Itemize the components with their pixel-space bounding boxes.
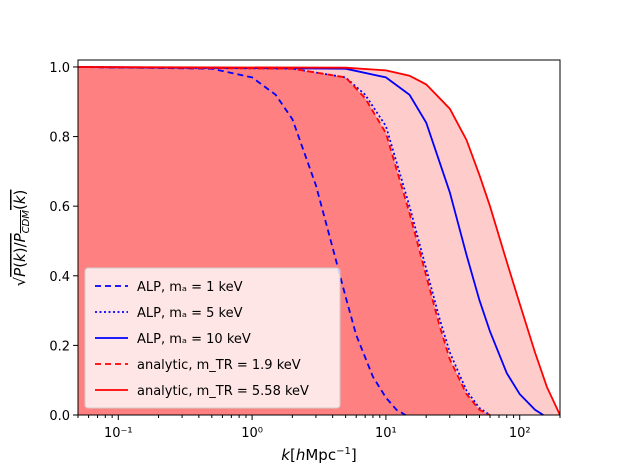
x-tick-label: 10⁻¹ [104,426,133,441]
x-tick-label: 10¹ [375,426,397,441]
y-axis-ticks: 0.0 0.2 0.4 0.6 0.8 1.0 [49,61,78,424]
svg-text:√P(k)/PCDM(k): √P(k)/PCDM(k) [11,190,32,287]
series-line [77,66,491,416]
series-line [77,66,491,416]
y-tick-label: 0.6 [49,200,70,215]
legend-box [84,267,341,409]
legend-entry: ALP, mₐ = 5 keV [137,306,243,321]
series-line [77,66,561,416]
plot-frame [77,59,561,416]
legend: ALP, mₐ = 1 keV ALP, mₐ = 5 keV ALP, mₐ = … [84,267,341,409]
y-tick-label: 0.2 [49,339,70,354]
y-axis-label: √P(k)/PCDM(k) [11,190,32,287]
y-tick-label: 0.8 [49,131,70,146]
y-tick-label: 0.4 [49,270,70,285]
x-tick-label: 10⁰ [241,426,263,441]
legend-entry: analytic, m_TR = 5.58 keV [137,384,309,399]
series-line [77,66,406,416]
legend-entry: ALP, mₐ = 10 keV [137,332,251,347]
x-axis-ticks: 10⁻¹ 10⁰ 10¹ 10² [77,415,561,441]
series-lines [77,66,561,416]
y-tick-label: 0.0 [49,409,70,424]
y-tick-label: 1.0 [49,61,70,76]
legend-entry: analytic, m_TR = 1.9 keV [137,358,301,373]
legend-entry: ALP, mₐ = 1 keV [137,280,243,295]
x-tick-label: 10² [509,426,531,441]
series-line [77,66,544,416]
x-axis-label: k[hMpc−1] [281,446,356,464]
